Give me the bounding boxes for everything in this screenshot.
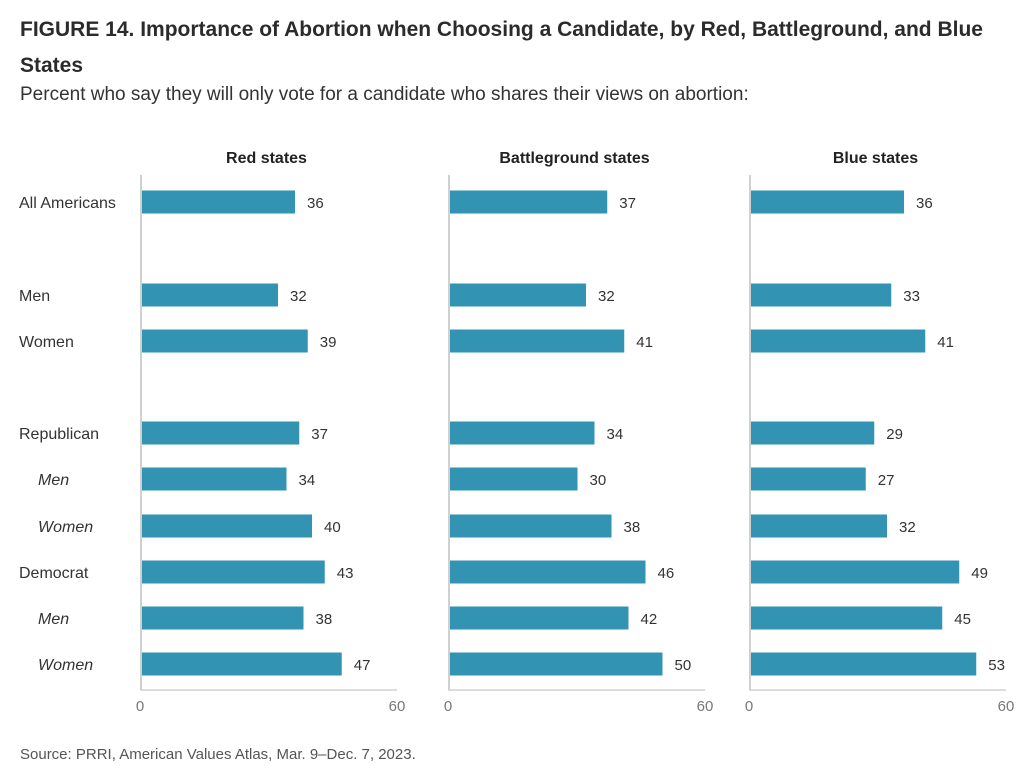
data-label: 39 — [320, 334, 337, 351]
data-label: 41 — [636, 334, 653, 351]
x-tick-label: 0 — [136, 698, 144, 715]
data-label: 29 — [886, 426, 903, 443]
data-label: 47 — [354, 657, 371, 674]
bar — [751, 606, 943, 630]
data-label: 36 — [307, 195, 324, 212]
data-label: 37 — [311, 426, 328, 443]
data-label: 42 — [641, 611, 658, 628]
bar — [751, 560, 960, 584]
data-label: 30 — [590, 472, 607, 489]
x-tick-label: 60 — [697, 698, 714, 715]
bar — [751, 329, 926, 353]
data-label: 53 — [988, 657, 1005, 674]
category-label: All Americans — [19, 195, 116, 212]
panel-title: Battleground states — [499, 150, 649, 167]
category-label: Women — [19, 334, 74, 351]
category-label: Women — [38, 657, 93, 674]
data-label: 41 — [937, 334, 954, 351]
chart-title: FIGURE 14. Importance of Abortion when C… — [20, 18, 983, 77]
x-tick-label: 0 — [444, 698, 452, 715]
category-label: Men — [38, 611, 69, 628]
x-tick-label: 0 — [745, 698, 753, 715]
data-label: 36 — [916, 195, 933, 212]
bar — [142, 652, 342, 676]
bar — [142, 190, 295, 214]
bar — [142, 467, 287, 491]
bar — [450, 283, 586, 307]
panel-title: Blue states — [833, 150, 918, 167]
x-tick-label: 60 — [998, 698, 1015, 715]
bar — [450, 652, 663, 676]
bar — [450, 329, 625, 353]
bar — [751, 190, 904, 214]
category-label: Republican — [19, 426, 99, 443]
data-label: 33 — [903, 288, 920, 305]
source-note: Source: PRRI, American Values Atlas, Mar… — [20, 746, 416, 763]
data-label: 40 — [324, 519, 341, 536]
data-label: 34 — [299, 472, 316, 489]
data-label: 37 — [619, 195, 636, 212]
bar — [142, 606, 304, 630]
data-label: 34 — [607, 426, 624, 443]
data-label: 38 — [624, 519, 641, 536]
data-label: 43 — [337, 565, 354, 582]
panel-title: Red states — [226, 150, 307, 167]
bar — [450, 421, 595, 445]
bar — [142, 514, 312, 538]
chart-subtitle: Percent who say they will only vote for … — [20, 84, 749, 105]
bar — [751, 467, 866, 491]
data-label: 50 — [675, 657, 692, 674]
data-label: 45 — [954, 611, 971, 628]
x-tick-label: 60 — [389, 698, 406, 715]
bar — [142, 329, 308, 353]
data-label: 49 — [971, 565, 988, 582]
bar — [751, 283, 892, 307]
bar-chart: All Americans Men Women Republican Men Women D… — [19, 150, 1015, 715]
data-label: 32 — [290, 288, 307, 305]
data-label: 32 — [899, 519, 916, 536]
data-label: 27 — [878, 472, 895, 489]
data-label: 32 — [598, 288, 615, 305]
bar — [142, 283, 278, 307]
data-label: 38 — [316, 611, 333, 628]
data-label: 46 — [658, 565, 675, 582]
category-label: Men — [19, 288, 50, 305]
category-label: Men — [38, 472, 69, 489]
bar — [751, 421, 875, 445]
bar — [450, 467, 578, 491]
bar — [450, 606, 629, 630]
bar — [142, 560, 325, 584]
bar — [450, 514, 612, 538]
bar — [142, 421, 300, 445]
bar — [450, 560, 646, 584]
bar — [450, 190, 608, 214]
bar — [751, 652, 977, 676]
category-label: Women — [38, 519, 93, 536]
bar — [751, 514, 887, 538]
category-label: Democrat — [19, 565, 89, 582]
